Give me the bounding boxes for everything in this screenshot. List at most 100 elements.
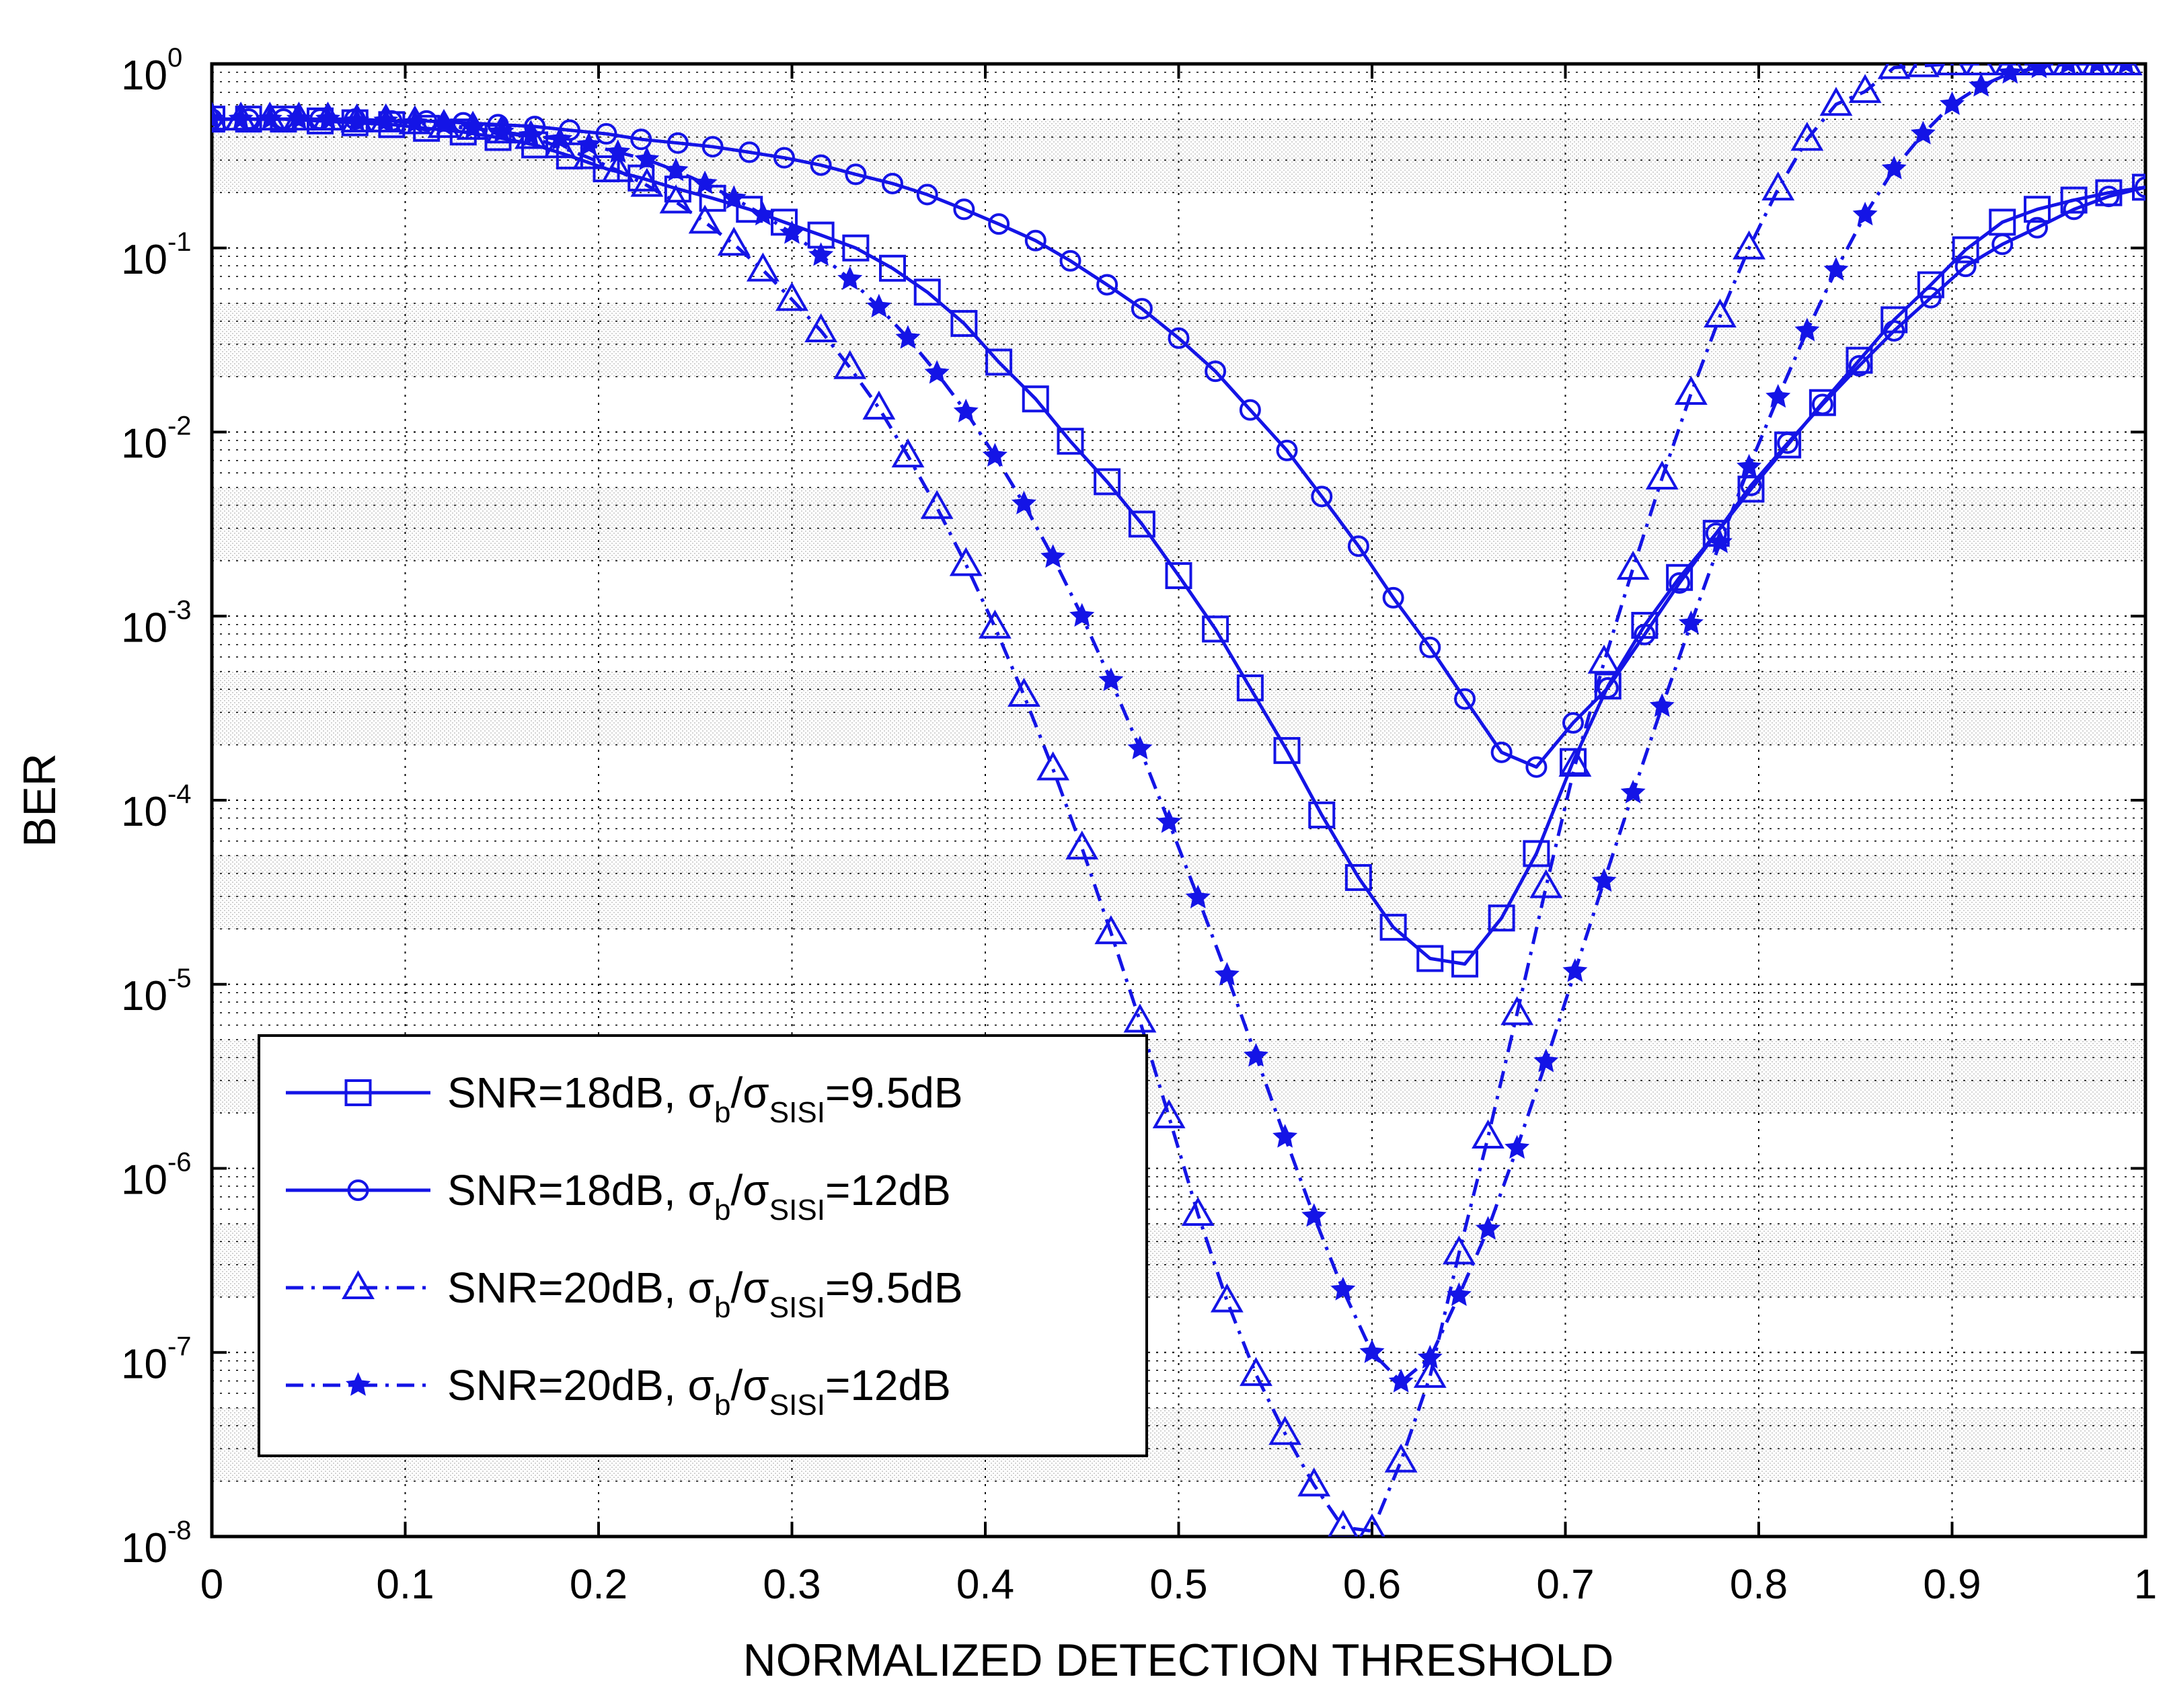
data-point	[1707, 529, 1733, 553]
series-4	[212, 64, 2135, 1393]
data-point	[315, 106, 341, 130]
data-point	[2060, 64, 2076, 75]
data-point	[1939, 91, 1965, 115]
data-point	[879, 254, 906, 282]
data-point	[988, 213, 1010, 235]
data-point	[746, 252, 779, 282]
data-point	[1419, 636, 1441, 658]
data-point	[1236, 674, 1264, 702]
x-tick-label: 0.6	[1343, 1561, 1401, 1608]
x-tick-label: 1	[2134, 1561, 2157, 1608]
data-point	[1500, 996, 1534, 1025]
y-tick-label: 100	[121, 43, 182, 99]
data-point	[1388, 1368, 1414, 1393]
data-point	[978, 609, 1012, 639]
data-point	[701, 136, 724, 158]
data-point	[1678, 610, 1704, 634]
data-point	[845, 163, 867, 186]
legend: SNR=18dB, σb/σSISI=9.5dB SNR=18dB, σb/σSI…	[258, 1034, 1148, 1457]
data-point	[1127, 735, 1153, 760]
data-point	[1733, 230, 1766, 260]
data-point	[2089, 64, 2105, 75]
x-tick-label: 0.4	[956, 1561, 1014, 1608]
data-point	[1848, 74, 1882, 104]
data-point	[1202, 615, 1229, 643]
data-point	[1737, 454, 1762, 478]
data-point	[808, 242, 834, 266]
data-point	[924, 360, 950, 384]
data-point	[1165, 562, 1192, 590]
data-point	[228, 106, 254, 130]
data-point	[1969, 73, 1994, 97]
legend-marker	[342, 1270, 375, 1299]
data-point	[1761, 171, 1795, 201]
data-point	[1472, 1119, 1505, 1149]
data-point	[634, 146, 660, 171]
legend-marker	[347, 1179, 369, 1201]
data-point	[1240, 1357, 1272, 1387]
x-tick-label: 0.1	[376, 1561, 434, 1608]
data-point	[1910, 120, 1936, 145]
data-point	[595, 123, 617, 145]
data-point	[1297, 1467, 1331, 1497]
data-point	[1128, 510, 1155, 538]
data-point	[1098, 667, 1124, 691]
data-point	[1562, 712, 1584, 734]
data-point	[630, 167, 664, 197]
x-tick-label: 0.8	[1730, 1561, 1788, 1608]
data-point	[1417, 1345, 1443, 1369]
data-point	[1347, 535, 1369, 557]
data-point	[1591, 867, 1617, 892]
data-point	[667, 132, 689, 154]
data-point	[1156, 809, 1182, 833]
data-point	[572, 140, 606, 169]
data-point	[1011, 490, 1037, 514]
data-point	[1794, 317, 1820, 342]
data-point	[837, 266, 863, 290]
data-point	[1669, 572, 1691, 594]
legend-marker	[344, 1079, 372, 1106]
data-point	[1359, 1513, 1385, 1537]
legend-label: SNR=18dB, σb/σSISI=9.5dB	[447, 1069, 963, 1129]
data-point	[1529, 869, 1563, 898]
data-point	[1877, 64, 1911, 79]
minor-band	[212, 671, 2145, 745]
data-point	[1344, 863, 1372, 891]
data-point	[1059, 249, 1081, 272]
minor-band	[212, 855, 2145, 929]
y-tick-label: 10-5	[121, 964, 192, 1019]
data-point	[2109, 64, 2143, 75]
data-point	[605, 139, 631, 163]
data-point	[882, 172, 903, 194]
data-point	[2051, 64, 2085, 75]
legend-label: SNR=20dB, σb/σSISI=12dB	[447, 1361, 951, 1422]
data-point	[1065, 830, 1099, 860]
data-point	[1168, 327, 1190, 349]
data-point	[920, 490, 954, 519]
data-point	[1094, 468, 1121, 496]
data-point	[1645, 460, 1679, 490]
data-point	[771, 208, 798, 236]
data-point	[1446, 1282, 1472, 1307]
data-point	[2022, 64, 2056, 75]
data-point	[1382, 586, 1404, 609]
data-point	[1525, 756, 1548, 778]
x-tick-label: 0.3	[763, 1561, 821, 1608]
data-point	[1475, 1216, 1501, 1240]
data-point	[2132, 173, 2145, 201]
data-point	[1413, 1358, 1447, 1388]
y-tick-label: 10-4	[121, 779, 192, 835]
data-point	[692, 170, 718, 194]
data-point	[866, 293, 892, 318]
data-point	[630, 128, 652, 151]
data-point	[779, 220, 805, 244]
data-point	[1991, 233, 2014, 256]
x-tick-label: 0.9	[1923, 1561, 1981, 1608]
x-tick-label: 0.2	[570, 1561, 627, 1608]
data-point	[1007, 677, 1040, 707]
data-point	[257, 106, 282, 130]
data-point	[1936, 64, 1969, 75]
data-point	[1881, 155, 1907, 180]
data-point	[1490, 741, 1513, 763]
data-point	[1558, 747, 1592, 777]
